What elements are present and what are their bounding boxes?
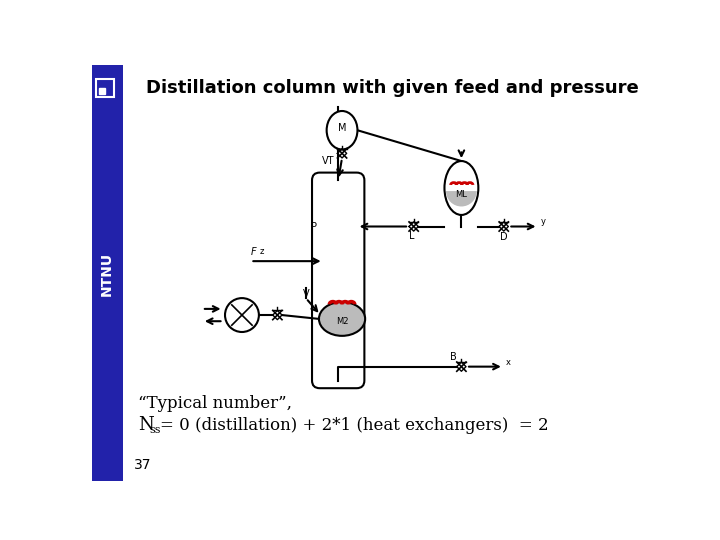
Text: M: M — [338, 123, 346, 133]
Text: 37: 37 — [134, 458, 152, 472]
Text: L: L — [409, 231, 414, 241]
Text: N: N — [138, 416, 154, 434]
Text: x: x — [506, 357, 511, 367]
Text: V: V — [303, 289, 310, 299]
Text: ML: ML — [456, 190, 467, 199]
Ellipse shape — [319, 302, 365, 336]
Wedge shape — [446, 191, 477, 206]
Text: M2: M2 — [336, 316, 348, 326]
Text: F: F — [251, 247, 256, 257]
Bar — [96, 79, 114, 97]
FancyBboxPatch shape — [312, 173, 364, 388]
Circle shape — [225, 298, 259, 332]
Bar — [92, 65, 122, 481]
Text: y: y — [541, 218, 546, 226]
Text: P: P — [312, 221, 318, 232]
Text: ss: ss — [150, 425, 161, 435]
Ellipse shape — [327, 111, 357, 150]
Ellipse shape — [444, 161, 478, 215]
Text: VT: VT — [322, 156, 334, 166]
Text: B: B — [450, 353, 457, 362]
Text: D: D — [500, 232, 508, 241]
Text: NTNU: NTNU — [100, 252, 114, 296]
Text: “Typical number”,: “Typical number”, — [138, 395, 292, 412]
Text: = 0 (distillation) + 2*1 (heat exchangers)  = 2: = 0 (distillation) + 2*1 (heat exchanger… — [161, 417, 549, 434]
Text: Distillation column with given feed and pressure: Distillation column with given feed and … — [145, 79, 639, 97]
Text: z: z — [260, 247, 264, 256]
Bar — [99, 88, 105, 94]
